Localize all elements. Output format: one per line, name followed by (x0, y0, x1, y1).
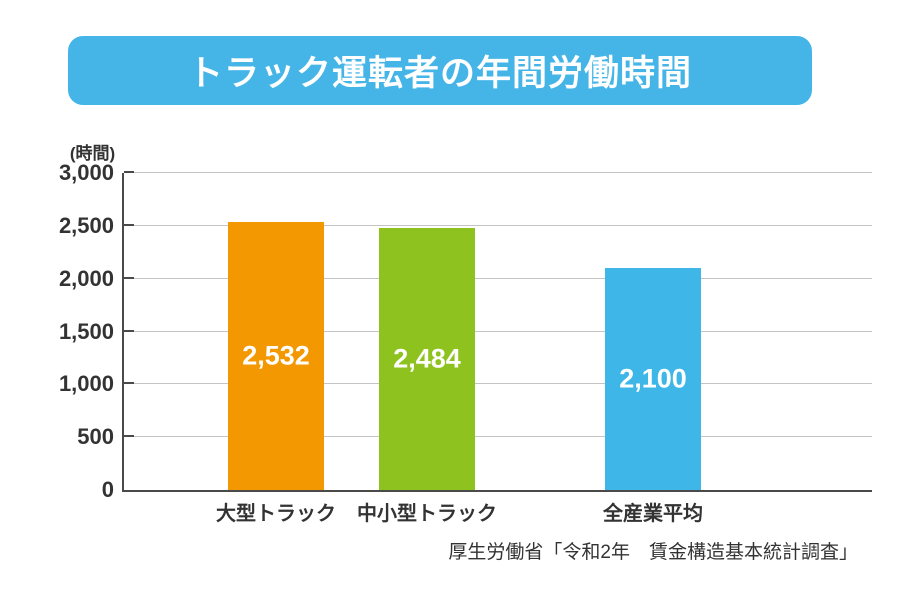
y-tick-label: 3,000 (58, 160, 114, 185)
y-axis-tick (124, 382, 134, 385)
bar-value-label: 2,484 (393, 343, 461, 374)
category-label: 中小型トラック (357, 503, 497, 525)
gridline (124, 224, 872, 226)
category-label: 全産業平均 (603, 503, 703, 525)
bar-small-medium-truck: 2,484 (379, 227, 475, 490)
page-title: トラック運転者の年間労働時間 (187, 54, 692, 93)
y-axis-tick (124, 276, 134, 279)
y-axis-tick (124, 435, 134, 438)
gridline (124, 277, 872, 279)
bar-value-label: 2,100 (619, 363, 687, 394)
y-tick-label: 1,500 (58, 318, 114, 344)
category-label: 大型トラック (216, 503, 336, 525)
y-axis-unit-label: (時間) (69, 144, 116, 163)
title-banner: トラック運転者の年間労働時間 (68, 36, 812, 105)
y-axis-labels: 0 500 1,000 1,500 2,000 2,500 3,000 (0, 160, 114, 502)
gridline (124, 436, 872, 438)
y-axis-tick (124, 223, 134, 226)
source-note: 厚生労働省「令和2年 賃金構造基本統計調査」 (448, 542, 858, 563)
gridline (124, 172, 872, 173)
y-tick-label: 2,500 (58, 212, 114, 238)
gridline (124, 383, 872, 385)
bar-all-industry-average: 2,100 (605, 268, 701, 490)
plot-area: 2,532 大型トラック 2,484 中小型トラック 2,100 全産業平均 (122, 171, 872, 525)
y-tick-label: 500 (77, 424, 114, 450)
y-tick-label: 0 (101, 477, 114, 502)
gridline (124, 330, 872, 332)
bar-value-label: 2,532 (242, 340, 310, 371)
bar-large-truck: 2,532 (228, 222, 324, 490)
y-tick-label: 2,000 (58, 265, 114, 291)
y-tick-label: 1,000 (58, 371, 114, 397)
y-axis-tick (124, 329, 134, 332)
y-axis-tick (124, 171, 134, 173)
